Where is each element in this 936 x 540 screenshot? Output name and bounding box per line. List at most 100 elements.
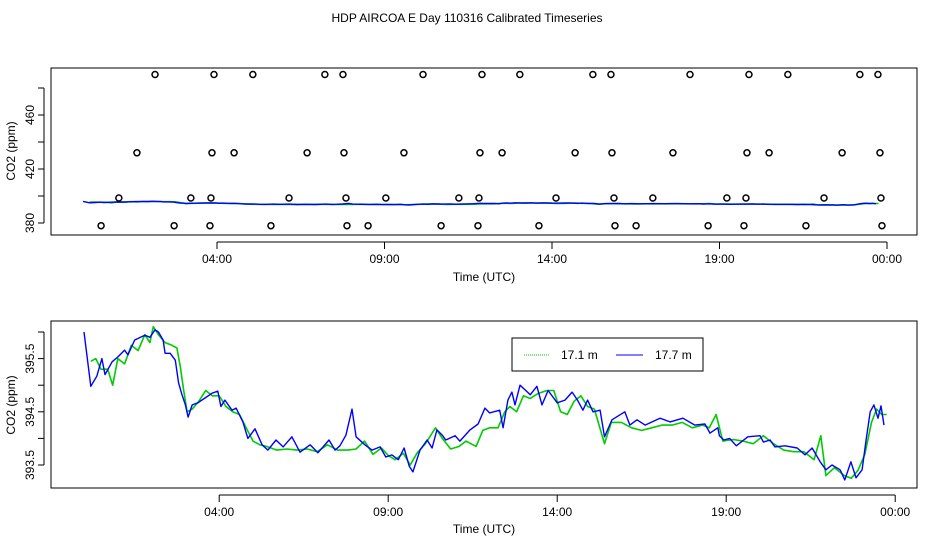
- flag-point: [608, 149, 616, 157]
- bottom-x-axis: 04:00 09:00 14:00 19:00 00:00: [204, 494, 911, 519]
- bottom-panel: 04:00 09:00 14:00 19:00 00:00 393.5 394.5 395.…: [4, 320, 918, 536]
- flag-point: [207, 194, 215, 202]
- flag-point: [838, 149, 846, 157]
- flag-point: [478, 70, 486, 79]
- flag-point: [285, 194, 293, 202]
- legend-label-17-7: 17.7 m: [655, 348, 692, 362]
- bottom-plot-frame: [50, 320, 918, 489]
- flag-point: [455, 194, 463, 202]
- bottom-x-tick-label: 09:00: [373, 505, 403, 519]
- bottom-y-axis-label: CO2 (ppm): [4, 375, 18, 434]
- flag-point: [206, 221, 214, 230]
- top-y-tick-label: 420: [23, 159, 37, 179]
- flag-point: [170, 221, 178, 230]
- flag-point: [249, 70, 257, 79]
- bottom-series-17-7-m: [83, 329, 885, 481]
- flag-point: [151, 70, 159, 79]
- flag-point: [740, 221, 748, 230]
- flag-point: [498, 149, 506, 157]
- flag-point: [476, 149, 484, 157]
- flag-point: [321, 70, 329, 79]
- flag-point: [610, 194, 618, 202]
- flag-point: [856, 70, 864, 79]
- legend-box: [511, 337, 704, 372]
- top-y-tick-label: 460: [23, 105, 37, 125]
- flag-point: [419, 70, 427, 79]
- top-x-tick-label: 04:00: [202, 252, 232, 266]
- flag-point: [802, 221, 810, 230]
- bottom-series-lines: [83, 325, 887, 481]
- flag-point: [723, 194, 731, 202]
- bottom-y-tick-label: 394.5: [23, 396, 37, 426]
- flag-point: [820, 194, 828, 202]
- flag-point: [267, 221, 275, 230]
- figure-title: HDP AIRCOA E Day 110316 Calibrated Times…: [331, 11, 602, 25]
- flag-point: [230, 149, 238, 157]
- flag-point: [552, 194, 560, 202]
- top-x-axis: 04:00 09:00 14:00 19:00 00:00: [202, 241, 902, 266]
- bottom-y-tick-label: 393.5: [23, 450, 37, 480]
- bottom-x-tick-label: 00:00: [880, 505, 910, 519]
- flag-point: [632, 221, 640, 230]
- flag-point: [877, 194, 885, 202]
- flag-point: [878, 221, 886, 230]
- flag-point: [874, 70, 882, 79]
- flag-point: [571, 149, 579, 157]
- flag-point: [364, 221, 372, 230]
- bottom-series-17-1-m: [90, 325, 887, 480]
- flag-point: [187, 194, 195, 202]
- flag-point: [516, 70, 524, 79]
- flag-point: [342, 194, 350, 202]
- top-series-17-7-m: [82, 200, 877, 206]
- top-y-tick-label: 380: [23, 213, 37, 233]
- bottom-x-axis-label: Time (UTC): [453, 522, 515, 536]
- flag-point: [475, 194, 483, 202]
- top-y-axis-label: CO2 (ppm): [4, 121, 18, 180]
- flag-point: [686, 70, 694, 79]
- flag-point: [649, 194, 657, 202]
- flag-point: [400, 149, 408, 157]
- flag-point: [704, 221, 712, 230]
- bottom-x-tick-label: 04:00: [204, 505, 234, 519]
- top-x-tick-label: 14:00: [537, 252, 567, 266]
- flag-point: [589, 70, 597, 79]
- flag-point: [745, 70, 753, 79]
- flag-point: [742, 194, 750, 202]
- top-series-lines: [82, 200, 879, 206]
- top-y-axis: 380 420 460: [23, 87, 45, 233]
- flag-point: [535, 221, 543, 230]
- flag-point: [474, 221, 482, 230]
- top-flag-points: [97, 70, 886, 230]
- bottom-x-tick-label: 19:00: [711, 505, 741, 519]
- legend: 17.1 m 17.7 m: [511, 337, 704, 372]
- legend-label-17-1: 17.1 m: [561, 348, 598, 362]
- top-plot-frame: [50, 67, 918, 236]
- flag-point: [669, 149, 677, 157]
- top-x-tick-label: 00:00: [872, 252, 902, 266]
- flag-point: [133, 149, 141, 157]
- flag-point: [210, 70, 218, 79]
- top-x-tick-label: 19:00: [704, 252, 734, 266]
- flag-point: [876, 149, 884, 157]
- flag-point: [97, 221, 105, 230]
- flag-point: [611, 221, 619, 230]
- flag-point: [339, 70, 347, 79]
- top-panel: 04:00 09:00 14:00 19:00 00:00 380 420 460 Time…: [4, 67, 918, 284]
- flag-point: [115, 194, 123, 202]
- bottom-x-tick-label: 14:00: [542, 505, 572, 519]
- bottom-y-tick-label: 395.5: [23, 343, 37, 373]
- bottom-y-axis: 393.5 394.5 395.5: [23, 331, 45, 480]
- flag-point: [382, 194, 390, 202]
- flag-point: [343, 221, 351, 230]
- flag-point: [784, 70, 792, 79]
- top-x-axis-label: Time (UTC): [453, 270, 515, 284]
- top-x-tick-label: 09:00: [369, 252, 399, 266]
- flag-point: [743, 149, 751, 157]
- flag-point: [340, 149, 348, 157]
- flag-point: [765, 149, 773, 157]
- flag-point: [208, 149, 216, 157]
- flag-point: [607, 70, 615, 79]
- flag-point: [303, 149, 311, 157]
- flag-point: [437, 221, 445, 230]
